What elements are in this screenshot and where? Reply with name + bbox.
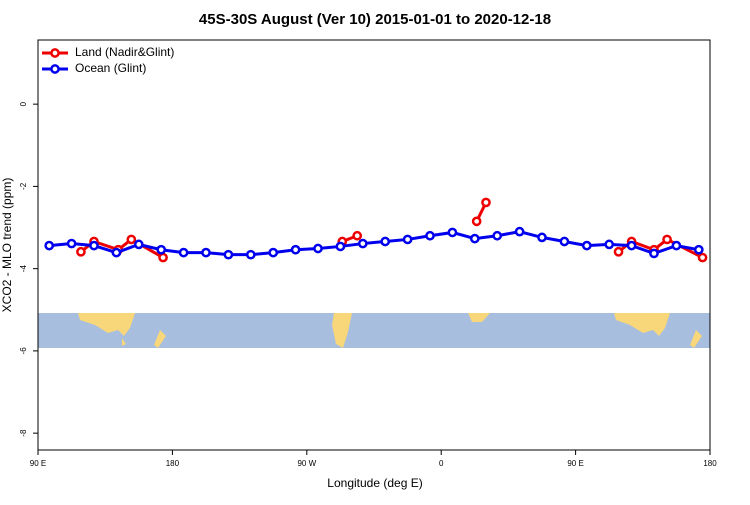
- series-line: [49, 230, 700, 257]
- point: [158, 252, 168, 263]
- point: [492, 230, 503, 241]
- y-tick-label: -4: [19, 265, 28, 273]
- x-tick-label: 90 W: [297, 459, 316, 468]
- x-tick-label: 0: [439, 459, 444, 468]
- point: [335, 241, 346, 252]
- point: [313, 243, 323, 254]
- point: [201, 247, 211, 258]
- point: [268, 247, 279, 258]
- point: [66, 238, 77, 249]
- point: [604, 239, 615, 250]
- point: [223, 249, 234, 260]
- series-line: [80, 201, 704, 259]
- point: [514, 226, 525, 237]
- point: [245, 249, 256, 260]
- legend-label: Land (Nadir&Glint): [75, 45, 174, 59]
- y-tick-label: -6: [19, 347, 28, 355]
- chart-title: 45S-30S August (Ver 10) 2015-01-01 to 20…: [199, 11, 551, 28]
- point: [290, 244, 301, 255]
- y-tick-label: -2: [19, 182, 28, 190]
- plot-frame: [37, 39, 711, 451]
- map-band: [38, 313, 710, 348]
- point: [613, 246, 624, 257]
- point: [697, 252, 708, 263]
- point: [671, 240, 682, 251]
- x-tick-label: 90 E: [567, 459, 583, 468]
- point: [133, 239, 144, 250]
- point: [581, 240, 592, 251]
- x-tick-label: 180: [703, 459, 717, 468]
- legend-marker: [50, 64, 60, 74]
- point: [469, 233, 480, 244]
- point: [649, 248, 659, 259]
- point: [357, 238, 368, 249]
- point: [178, 247, 189, 258]
- point: [471, 216, 482, 227]
- point: [380, 236, 391, 247]
- point: [537, 232, 547, 243]
- point: [352, 230, 363, 241]
- point: [76, 246, 86, 257]
- point: [111, 247, 122, 258]
- point: [156, 244, 167, 255]
- point: [693, 244, 704, 255]
- x-tick-label: 180: [166, 459, 180, 468]
- point: [89, 240, 99, 251]
- point: [447, 227, 458, 238]
- point: [626, 240, 637, 251]
- point: [126, 234, 137, 245]
- x-axis-label: Longitude (deg E): [327, 476, 422, 490]
- y-axis-label: XCO2 - MLO trend (ppm): [0, 178, 14, 313]
- point: [662, 234, 672, 245]
- point: [402, 234, 413, 245]
- point: [559, 236, 570, 247]
- point: [481, 197, 491, 208]
- legend-label: Ocean (Glint): [75, 61, 146, 75]
- y-tick-label: -8: [19, 429, 28, 437]
- y-tick-label: 0: [19, 101, 28, 106]
- legend-marker: [50, 48, 60, 58]
- point: [44, 240, 55, 251]
- x-tick-label: 90 E: [30, 459, 46, 468]
- point: [425, 230, 435, 241]
